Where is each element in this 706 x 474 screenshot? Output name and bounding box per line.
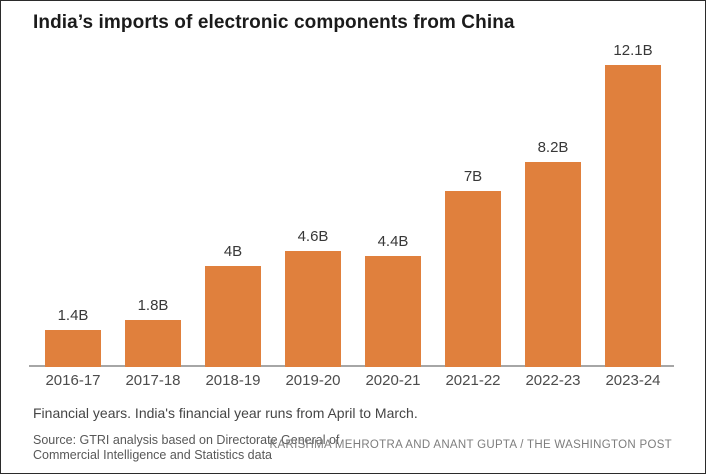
bar-value-label: 8.2B xyxy=(537,139,569,156)
bar-value-label: 4.6B xyxy=(297,228,329,245)
bar-value-label: 12.1B xyxy=(613,42,653,59)
x-tick-label: 2017-18 xyxy=(125,372,181,389)
x-tick-label: 2023-24 xyxy=(605,372,661,389)
bar-value-label: 4B xyxy=(223,243,243,260)
bar-2020-21 xyxy=(365,256,421,367)
source-note: Source: GTRI analysis based on Directora… xyxy=(33,433,339,463)
source-line-1: Source: GTRI analysis based on Directora… xyxy=(33,433,340,447)
x-tick-label: 2018-19 xyxy=(205,372,261,389)
bar-value-label: 4.4B xyxy=(377,233,409,250)
bar-2019-20 xyxy=(285,251,341,367)
footnote: Financial years. India's financial year … xyxy=(33,405,418,421)
bar-2021-22 xyxy=(445,191,501,367)
x-tick-label: 2020-21 xyxy=(365,372,421,389)
bar-2018-19 xyxy=(205,266,261,367)
x-tick-label: 2016-17 xyxy=(45,372,101,389)
source-line-2: Commercial Intelligence and Statistics d… xyxy=(33,448,273,462)
bar-value-label: 1.8B xyxy=(137,297,169,314)
bar-2023-24 xyxy=(605,65,661,367)
bar-value-label: 1.4B xyxy=(57,307,89,324)
bar-2017-18 xyxy=(125,320,181,367)
x-tick-label: 2022-23 xyxy=(525,372,581,389)
bar-value-label: 7B xyxy=(463,168,483,185)
chart-title: India’s imports of electronic components… xyxy=(33,12,515,33)
x-axis-line xyxy=(29,365,674,367)
x-tick-label: 2021-22 xyxy=(445,372,501,389)
byline-credit: KARISHMA MEHROTRA AND ANANT GUPTA / THE … xyxy=(269,439,672,451)
x-tick-label: 2019-20 xyxy=(285,372,341,389)
bar-2016-17 xyxy=(45,330,101,367)
bar-2022-23 xyxy=(525,162,581,367)
